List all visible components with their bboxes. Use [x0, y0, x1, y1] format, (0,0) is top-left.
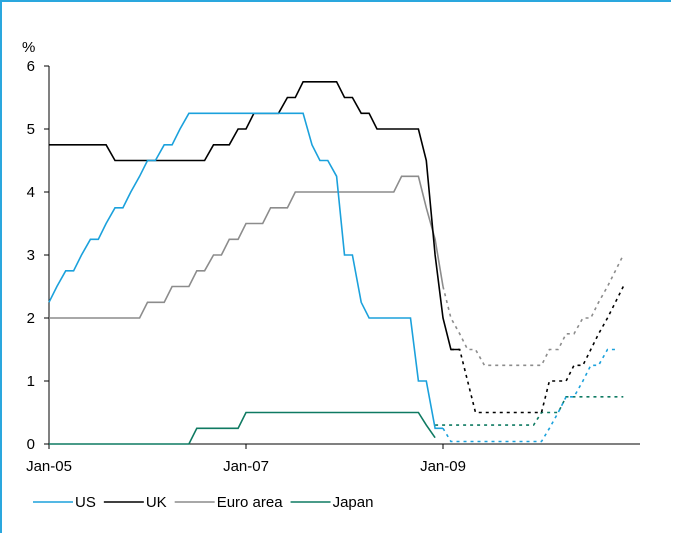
y-axis-label: %: [22, 39, 35, 56]
series-line-japan: [49, 411, 436, 445]
axis-ticks: 0 1 2 3 4 5 6 Jan-05 Jan-07 Jan-09: [26, 58, 466, 475]
series-line-euro-area: [49, 175, 444, 319]
y-tick-label: 3: [27, 247, 35, 264]
legend-label-japan: Japan: [333, 494, 374, 511]
series-forecast-uk: [450, 286, 625, 414]
y-tick-label: 1: [27, 373, 35, 390]
legend: US UK Euro area Japan: [33, 494, 373, 511]
legend-label-euro-area: Euro area: [217, 494, 284, 511]
series-line-us: [48, 112, 443, 430]
series-forecast-us: [442, 348, 616, 443]
y-tick-label: 6: [27, 58, 35, 75]
series-forecast-japan: [435, 396, 624, 426]
legend-label-us: US: [75, 494, 96, 511]
x-tick-label: Jan-07: [223, 458, 269, 475]
series-layer: [48, 81, 625, 445]
y-tick-label: 5: [27, 121, 35, 138]
x-tick-label: Jan-05: [26, 458, 72, 475]
series-forecast-euro-area: [442, 254, 625, 367]
legend-label-uk: UK: [146, 494, 167, 511]
y-tick-label: 0: [27, 436, 35, 453]
y-tick-label: 2: [27, 310, 35, 327]
y-tick-label: 4: [27, 184, 35, 201]
x-tick-label: Jan-09: [420, 458, 466, 475]
series-line-uk: [49, 81, 460, 351]
